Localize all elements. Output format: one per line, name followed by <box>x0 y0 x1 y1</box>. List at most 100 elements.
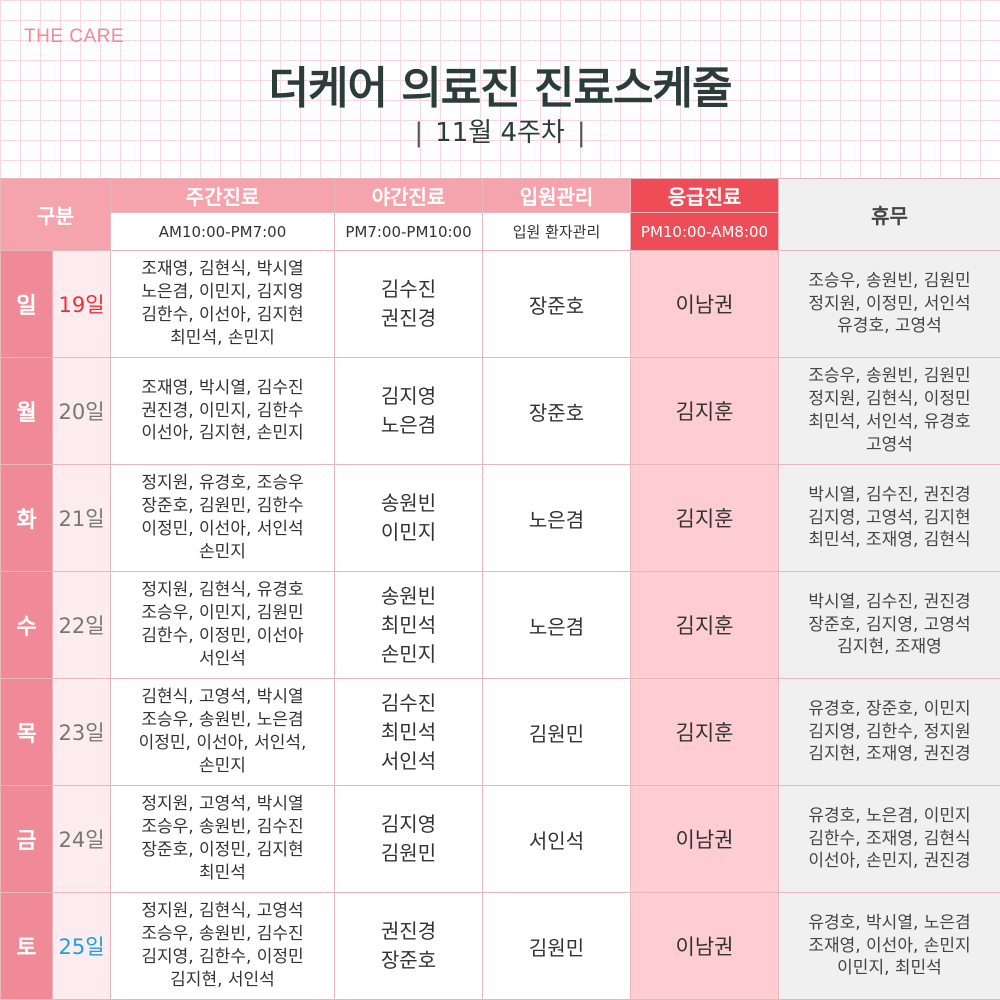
night-shift-cell: 김지영 김원민 <box>334 785 483 893</box>
off-cell-line: 장준호, 김지영, 고영석 <box>808 614 971 635</box>
off-cell: 박시열, 김수진, 권진경 장준호, 김지영, 고영석 김지현, 조재영 <box>778 571 1000 679</box>
weekday-cell: 목 <box>0 678 53 786</box>
off-cell-line: 박시열, 김수진, 권진경 <box>808 591 971 612</box>
off-cell-line: 유경호, 노은겸, 이민지 <box>808 805 971 826</box>
day-shift-cell: 조재영, 박시열, 김수진 권진경, 이민지, 김한수 이선아, 김지현, 손민지 <box>110 357 335 465</box>
day-shift-cell: 정지원, 김현식, 유경호 조승우, 이민지, 김원민 김한수, 이정민, 이선아 서… <box>110 571 335 679</box>
off-cell-line: 최민석, 서인석, 유경호 <box>808 412 971 432</box>
off-cell-line: 최민석, 조재영, 김현식 <box>808 530 971 551</box>
subheader-day-hours: AM10:00-PM7:00 <box>110 212 335 251</box>
subheader-inpatient: 입원 환자관리 <box>482 212 631 251</box>
divider-right: | <box>576 118 586 148</box>
off-cell-line: 조승우, 송원빈, 김원민 <box>808 366 971 387</box>
night-shift-cell-line: 최민석 <box>380 719 437 744</box>
table-row: 목 23일 김현식, 고영석, 박시열 조승우, 송원빈, 노은겸 이정민, 이선아, … <box>0 678 1000 786</box>
off-cell-line: 조승우, 송원빈, 김원민 <box>808 270 971 291</box>
off-cell-line: 이선아, 손민지, 권진경 <box>808 851 971 872</box>
week-label: | 11월 4주차 | <box>0 112 1000 149</box>
day-shift-cell-line: 정지원, 김현식, 고영석 <box>141 901 304 922</box>
off-cell-line: 김한수, 조재영, 김현식 <box>808 828 971 849</box>
night-shift-cell-line: 권진경 <box>380 919 437 943</box>
night-shift-cell-line: 최민석 <box>380 612 437 637</box>
off-cell-line: 유경호, 박시열, 노은겸 <box>808 912 971 933</box>
emergency-cell: 이남권 <box>630 785 779 893</box>
date-cell: 25일 <box>52 892 111 1000</box>
table-row: 수 22일 정지원, 김현식, 유경호 조승우, 이민지, 김원민 김한수, 이정민, … <box>0 571 1000 679</box>
date-cell: 19일 <box>52 250 111 358</box>
off-cell: 유경호, 노은겸, 이민지 김한수, 조재영, 김현식 이선아, 손민지, 권진경 <box>778 785 1000 893</box>
off-cell-line: 박시열, 김수진, 권진경 <box>808 484 971 505</box>
weekday-cell: 토 <box>0 892 53 1000</box>
schedule-table: 구분 주간진료 야간진료 입원관리 응급진료 휴무 AM10:00-PM7:00… <box>0 178 1000 1000</box>
off-cell-line: 정지원, 김현식, 이정민 <box>808 389 971 410</box>
off-cell-line: 김지현, 조재영, 권진경 <box>808 744 971 765</box>
day-shift-cell-line: 조승우, 송원빈, 김수진 <box>141 924 304 945</box>
table-row: 토 25일 정지원, 김현식, 고영석 조승우, 송원빈, 김수진 김지영, 김한수, … <box>0 892 1000 1000</box>
day-shift-cell-line: 김한수, 이정민, 이선아 <box>141 626 304 646</box>
day-shift-cell-line: 노은겸, 이민지, 김지영 <box>141 282 304 303</box>
day-shift-cell-line: 김지현, 서인석 <box>170 969 275 990</box>
inpatient-cell: 노은겸 <box>482 464 631 572</box>
inpatient-cell: 김원민 <box>482 678 631 786</box>
table-row: 일 19일 조재영, 김현식, 박시열 노은겸, 이민지, 김지영 김한수, 이선아, … <box>0 250 1000 358</box>
night-shift-cell-line: 김지영 <box>380 812 437 836</box>
inpatient-cell: 장준호 <box>482 250 631 358</box>
header-category: 구분 <box>0 178 111 251</box>
emergency-cell: 김지훈 <box>630 464 779 572</box>
day-shift-cell-line: 최민석, 손민지 <box>170 327 275 348</box>
off-cell-line: 김지영, 고영석, 김지현 <box>808 507 971 528</box>
night-shift-cell-line: 손민지 <box>380 641 437 666</box>
off-cell: 박시열, 김수진, 권진경 김지영, 고영석, 김지현 최민석, 조재영, 김현식 <box>778 464 1000 572</box>
header-day: 주간진료 <box>110 178 335 213</box>
night-shift-cell: 김수진 최민석 서인석 <box>334 678 483 786</box>
inpatient-cell: 노은겸 <box>482 571 631 679</box>
table-row: 월 20일 조재영, 박시열, 김수진 권진경, 이민지, 김한수 이선아, 김지현, … <box>0 357 1000 465</box>
date-cell: 20일 <box>52 357 111 465</box>
off-cell: 조승우, 송원빈, 김원민 정지원, 이정민, 서인석 유경호, 고영석 <box>778 250 1000 358</box>
off-cell-line: 정지원, 이정민, 서인석 <box>808 293 971 314</box>
table-row: 화 21일 정지원, 유경호, 조승우 장준호, 김원민, 김한수 이정민, 이선아, … <box>0 464 1000 572</box>
day-shift-cell-line: 최민석 <box>199 862 246 883</box>
date-cell: 23일 <box>52 678 111 786</box>
divider-left: | <box>414 118 424 148</box>
subheader-emergency-hours: PM10:00-AM8:00 <box>630 212 779 251</box>
day-shift-cell-line: 정지원, 고영석, 박시열 <box>141 794 304 815</box>
day-shift-cell-line: 조승우, 이민지, 김원민 <box>141 603 304 624</box>
night-shift-cell: 권진경 장준호 <box>334 892 483 1000</box>
night-shift-cell-line: 김수진 <box>380 277 437 301</box>
weekday-cell: 월 <box>0 357 53 465</box>
inpatient-cell: 장준호 <box>482 357 631 465</box>
off-cell-line: 조재영, 이선아, 손민지 <box>808 935 971 956</box>
night-shift-cell: 송원빈 이민지 <box>334 464 483 572</box>
header-off: 휴무 <box>778 178 1000 251</box>
day-shift-cell-line: 조승우, 송원빈, 노은겸 <box>141 710 304 731</box>
day-shift-cell-line: 손민지 <box>199 755 246 776</box>
off-cell: 유경호, 장준호, 이민지 김지영, 김한수, 정지원 김지현, 조재영, 권진경 <box>778 678 1000 786</box>
night-shift-cell-line: 송원빈 <box>380 583 437 608</box>
day-shift-cell-line: 장준호, 김원민, 김한수 <box>141 496 304 517</box>
day-shift-cell-line: 손민지 <box>199 541 246 562</box>
day-shift-cell-line: 조승우, 송원빈, 김수진 <box>141 817 304 838</box>
day-shift-cell-line: 장준호, 이정민, 김지현 <box>141 840 304 860</box>
day-shift-cell-line: 이정민, 이선아, 서인석 <box>141 519 304 539</box>
weekday-cell: 화 <box>0 464 53 572</box>
header-emergency: 응급진료 <box>630 178 779 213</box>
weekday-cell: 금 <box>0 785 53 893</box>
weekday-cell: 수 <box>0 571 53 679</box>
day-shift-cell: 정지원, 고영석, 박시열 조승우, 송원빈, 김수진 장준호, 이정민, 김지현 최… <box>110 785 335 893</box>
night-shift-cell-line: 서인석 <box>380 748 437 773</box>
week-text: 11월 4주차 <box>435 118 565 148</box>
emergency-cell: 김지훈 <box>630 678 779 786</box>
day-shift-cell-line: 권진경, 이민지, 김한수 <box>141 400 304 421</box>
emergency-cell: 이남권 <box>630 250 779 358</box>
inpatient-cell: 서인석 <box>482 785 631 893</box>
night-shift-cell-line: 권진경 <box>380 306 437 330</box>
page-title: 더케어 의료진 진료스케줄 <box>268 63 733 114</box>
day-shift-cell-line: 조재영, 박시열, 김수진 <box>141 377 304 398</box>
header-night: 야간진료 <box>334 178 483 213</box>
subheader-night-hours: PM7:00-PM10:00 <box>334 212 483 251</box>
date-cell: 21일 <box>52 464 111 572</box>
schedule-body: 일 19일 조재영, 김현식, 박시열 노은겸, 이민지, 김지영 김한수, 이선아, … <box>0 250 1000 1000</box>
day-shift-cell-line: 정지원, 유경호, 조승우 <box>141 473 304 494</box>
